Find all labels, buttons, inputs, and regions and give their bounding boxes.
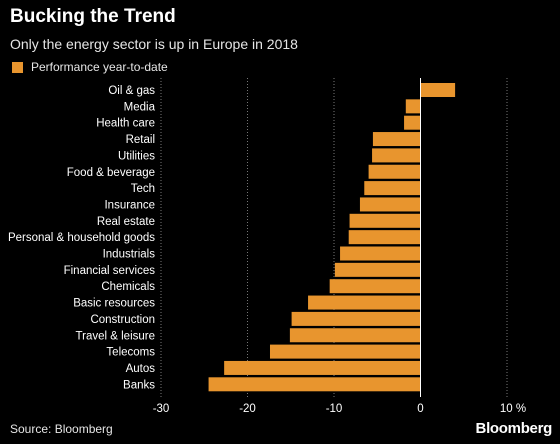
bar: [308, 295, 421, 310]
category-label: Food & beverage: [67, 167, 155, 179]
category-label: Media: [124, 101, 156, 113]
category-label: Tech: [131, 183, 155, 195]
bar: [404, 115, 421, 130]
bar: [349, 213, 421, 228]
category-label: Retail: [126, 134, 155, 146]
bar: [405, 99, 421, 114]
bar: [329, 279, 421, 294]
bar: [372, 132, 421, 147]
category-label: Health care: [96, 118, 155, 130]
chart-subtitle: Only the energy sector is up in Europe i…: [10, 36, 298, 52]
x-tick-label: -10: [326, 403, 343, 415]
bar: [340, 246, 421, 261]
bar: [334, 262, 421, 277]
category-label: Real estate: [97, 216, 155, 228]
legend-label: Performance year-to-date: [31, 60, 168, 74]
bar: [368, 164, 421, 179]
category-label: Oil & gas: [108, 85, 155, 97]
category-label: Industrials: [103, 249, 156, 261]
x-tick-label: -30: [153, 403, 170, 415]
category-label: Basic resources: [73, 298, 155, 310]
category-label: Banks: [123, 379, 155, 391]
bar: [224, 360, 421, 375]
x-tick-label: 0: [417, 403, 423, 415]
chart-title: Bucking the Trend: [10, 6, 176, 27]
bar: [291, 311, 421, 326]
legend-swatch: [12, 61, 23, 73]
category-label: Autos: [126, 363, 156, 375]
bar: [208, 377, 421, 392]
bar: [269, 344, 421, 359]
source-note: Source: Bloomberg: [10, 422, 113, 436]
category-label: Insurance: [104, 199, 155, 211]
category-label: Personal & household goods: [8, 232, 155, 244]
bar: [372, 148, 421, 163]
legend: Performance year-to-date: [12, 60, 168, 74]
category-label: Construction: [90, 314, 155, 326]
bar: [359, 197, 421, 212]
category-label: Chemicals: [101, 281, 155, 293]
category-label: Financial services: [64, 265, 156, 277]
category-label: Travel & leisure: [76, 330, 155, 342]
category-label: Utilities: [118, 150, 155, 162]
category-label: Telecoms: [106, 347, 155, 359]
bar: [348, 230, 421, 245]
bar: [289, 328, 421, 343]
bloomberg-logo: Bloomberg: [475, 420, 553, 437]
bar: [420, 83, 456, 97]
x-tick-label: 10 %: [500, 403, 526, 415]
x-tick-label: -20: [239, 403, 256, 415]
bar: [364, 181, 421, 196]
